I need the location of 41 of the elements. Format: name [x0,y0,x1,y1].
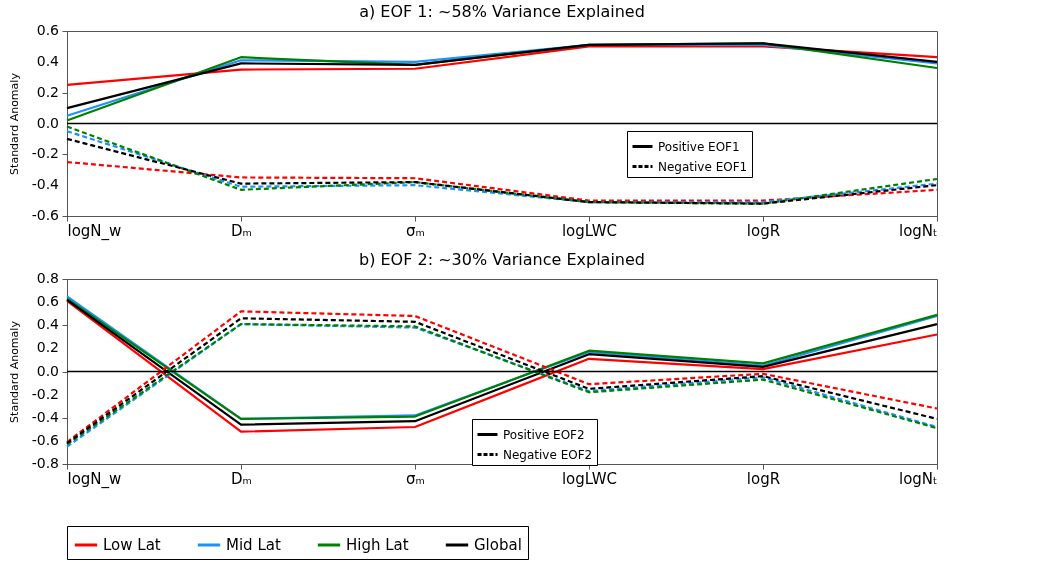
annotation: Negative EOF1 [658,159,748,174]
y-tick-label: 0.4 [36,316,60,333]
annotation: Negative EOF2 [503,447,593,462]
y-tick-label: 0.8 [36,270,59,286]
legend-label: Low Lat [103,536,161,554]
line-series [65,45,939,87]
y-tick-label: -0.2 [31,385,59,402]
y-tick-label: -0.8 [31,455,59,471]
legend-label: Global [474,536,522,554]
y-tick-label: 0.2 [36,339,59,356]
x-tick-label: σₘ [406,469,425,488]
legend-label: High Lat [346,536,409,554]
annotation: Positive EOF1 [658,139,740,154]
x-tick-label: logN_w [67,469,122,489]
x-tick-label: σₘ [406,221,425,240]
x-tick-label: logNₜ [898,221,938,240]
y-tick-label: -0.6 [31,431,60,448]
x-tick-label: Dₘ [231,221,252,240]
y-axis-title: Standard Anomaly [8,320,21,423]
x-tick-label: logN_w [67,221,122,241]
y-tick-label: 0.4 [36,52,60,69]
y-tick-label: 0.2 [36,83,59,100]
y-tick-label: -0.6 [31,207,60,223]
x-tick-label: logLWC [561,221,618,240]
y-tick-label: 0.6 [36,22,60,38]
x-tick-label: Dₘ [231,469,252,488]
annotation: Positive EOF2 [503,427,585,442]
y-tick-label: -0.4 [31,408,60,425]
chart-title: a) EOF 1: ~58% Variance Explained [359,2,645,21]
y-tick-label: 0.6 [36,293,60,310]
y-tick-label: -0.4 [31,176,60,193]
y-tick-label: 0.0 [36,362,59,379]
x-tick-label: logNₜ [898,469,938,488]
y-tick-label: -0.2 [31,145,59,162]
y-tick-label: 0.0 [36,114,59,131]
legend-label: Mid Lat [226,536,281,554]
y-axis-title: Standard Anomaly [8,72,21,175]
x-tick-label: logLWC [561,469,618,488]
x-tick-label: logR [746,469,781,488]
chart-title: b) EOF 2: ~30% Variance Explained [359,250,645,269]
x-tick-label: logR [746,221,781,240]
